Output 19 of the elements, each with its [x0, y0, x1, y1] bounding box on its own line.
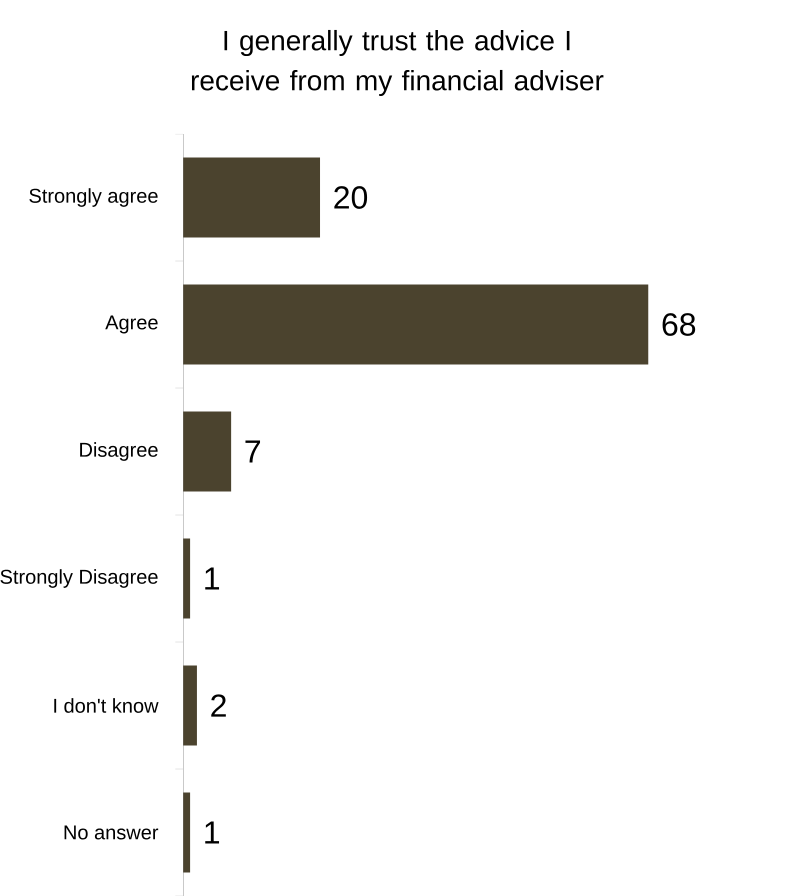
bar: [183, 538, 190, 619]
y-tick-label: Agree: [105, 316, 158, 334]
bar: [183, 157, 320, 238]
data-label: 1: [205, 567, 220, 590]
data-label: 68: [662, 313, 696, 336]
bar: [183, 666, 197, 746]
data-label: 20: [334, 186, 368, 209]
y-tick-label: Strongly agree: [29, 188, 158, 207]
y-tick-label: I don't know: [54, 698, 159, 713]
y-tick-label: Disagree: [80, 442, 158, 461]
bar: [183, 412, 232, 492]
bar: [183, 792, 190, 873]
bar: [183, 284, 648, 365]
chart-title: I generally trust the advice I receive from my financial adviser: [192, 30, 604, 96]
data-label: 2: [211, 694, 226, 717]
y-tick-label: Strongly Disagree: [0, 569, 158, 588]
data-label: 7: [245, 440, 260, 463]
data-label: 1: [205, 821, 220, 844]
y-tick-label: No answer: [64, 826, 158, 840]
